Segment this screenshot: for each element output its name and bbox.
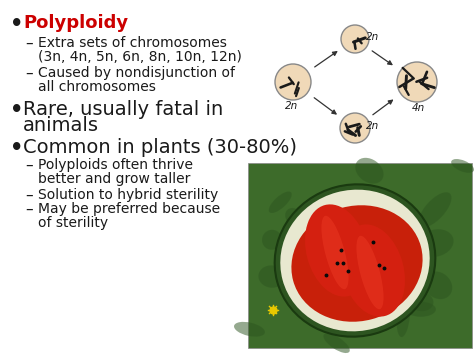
Ellipse shape (397, 295, 410, 337)
Ellipse shape (285, 208, 303, 226)
FancyBboxPatch shape (248, 163, 472, 348)
Ellipse shape (269, 191, 292, 213)
Ellipse shape (289, 273, 307, 291)
Text: Caused by nondisjunction of: Caused by nondisjunction of (38, 66, 235, 80)
Ellipse shape (280, 190, 430, 331)
Ellipse shape (321, 216, 348, 289)
Text: 4n: 4n (411, 103, 425, 113)
Text: animals: animals (23, 116, 99, 135)
Ellipse shape (356, 236, 383, 309)
Ellipse shape (275, 64, 311, 100)
Text: •: • (10, 138, 23, 158)
Text: all chromosomes: all chromosomes (38, 80, 156, 94)
Ellipse shape (305, 204, 369, 297)
Text: Polyploidy: Polyploidy (23, 14, 128, 32)
Ellipse shape (341, 25, 369, 53)
Ellipse shape (366, 203, 383, 233)
Ellipse shape (418, 229, 454, 257)
Text: •: • (10, 100, 23, 120)
Ellipse shape (451, 159, 474, 173)
Text: –: – (25, 36, 33, 51)
Ellipse shape (326, 261, 354, 302)
Text: Solution to hybrid sterility: Solution to hybrid sterility (38, 188, 218, 202)
Ellipse shape (283, 253, 308, 278)
Text: Common in plants (30-80%): Common in plants (30-80%) (23, 138, 297, 157)
Text: (3n, 4n, 5n, 6n, 8n, 10n, 12n): (3n, 4n, 5n, 6n, 8n, 10n, 12n) (38, 50, 242, 64)
Text: of sterility: of sterility (38, 216, 108, 230)
Ellipse shape (341, 224, 405, 317)
Text: •: • (10, 14, 23, 34)
Ellipse shape (424, 272, 452, 299)
Ellipse shape (399, 263, 434, 290)
Text: May be preferred because: May be preferred because (38, 202, 220, 216)
Ellipse shape (340, 113, 370, 143)
Ellipse shape (345, 233, 364, 253)
Ellipse shape (394, 220, 411, 237)
Ellipse shape (258, 266, 285, 288)
Text: Rare, usually fatal in: Rare, usually fatal in (23, 100, 223, 119)
Text: better and grow taller: better and grow taller (38, 172, 191, 186)
Ellipse shape (288, 251, 313, 277)
Ellipse shape (382, 241, 415, 266)
Ellipse shape (397, 62, 437, 102)
Text: –: – (25, 66, 33, 81)
Text: Polyploids often thrive: Polyploids often thrive (38, 158, 193, 172)
Ellipse shape (360, 219, 382, 247)
Ellipse shape (405, 302, 436, 317)
Text: 2n: 2n (366, 121, 380, 131)
Ellipse shape (356, 158, 383, 184)
Text: Extra sets of chromosomes: Extra sets of chromosomes (38, 36, 227, 50)
Ellipse shape (274, 184, 435, 337)
Ellipse shape (408, 291, 433, 311)
Ellipse shape (354, 243, 387, 274)
Ellipse shape (419, 192, 452, 227)
Ellipse shape (262, 230, 282, 250)
Text: –: – (25, 188, 33, 203)
Text: 2n: 2n (366, 32, 380, 42)
Text: –: – (25, 158, 33, 173)
Ellipse shape (234, 322, 265, 337)
Text: –: – (25, 202, 33, 217)
Ellipse shape (323, 333, 350, 353)
Text: 2n: 2n (285, 101, 299, 111)
Ellipse shape (292, 205, 423, 322)
